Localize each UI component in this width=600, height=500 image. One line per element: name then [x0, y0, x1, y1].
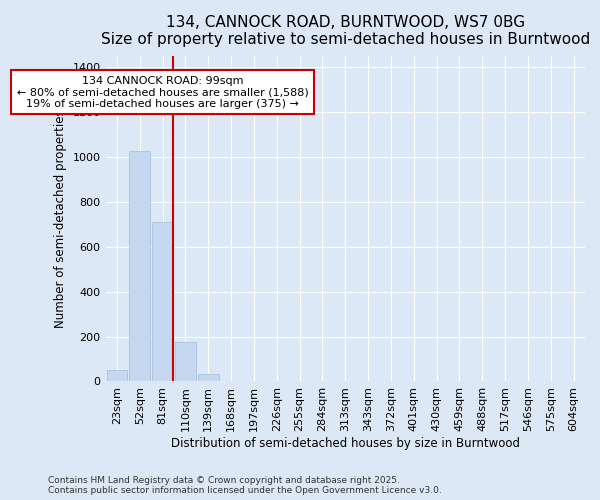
Text: Contains HM Land Registry data © Crown copyright and database right 2025.
Contai: Contains HM Land Registry data © Crown c… — [48, 476, 442, 495]
X-axis label: Distribution of semi-detached houses by size in Burntwood: Distribution of semi-detached houses by … — [171, 437, 520, 450]
Text: 134 CANNOCK ROAD: 99sqm
← 80% of semi-detached houses are smaller (1,588)
19% of: 134 CANNOCK ROAD: 99sqm ← 80% of semi-de… — [17, 76, 308, 109]
Bar — [152, 222, 173, 382]
Bar — [130, 151, 150, 382]
Bar — [107, 370, 127, 382]
Y-axis label: Number of semi-detached properties: Number of semi-detached properties — [54, 109, 67, 328]
Bar — [198, 374, 218, 382]
Title: 134, CANNOCK ROAD, BURNTWOOD, WS7 0BG
Size of property relative to semi-detached: 134, CANNOCK ROAD, BURNTWOOD, WS7 0BG Si… — [101, 15, 590, 48]
Bar — [175, 342, 196, 382]
